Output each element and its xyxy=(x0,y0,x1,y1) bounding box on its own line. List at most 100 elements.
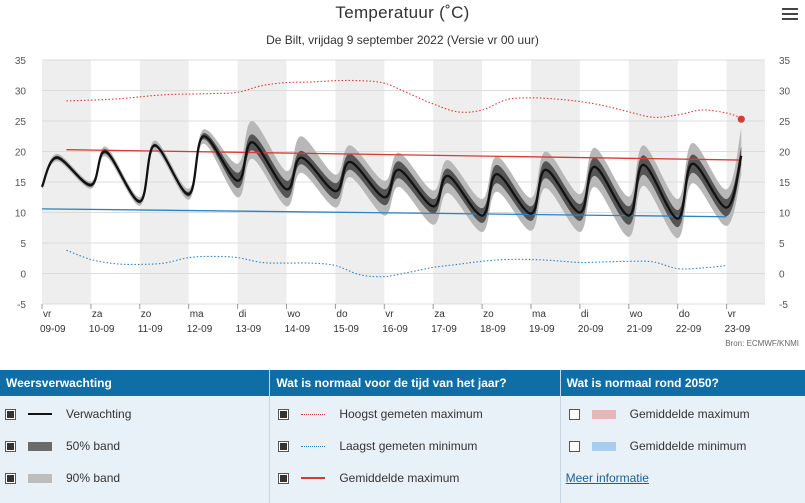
legend-col-normal: Wat is normaal voor de tijd van het jaar… xyxy=(270,370,561,503)
x-tick-date: 17-09 xyxy=(431,324,457,335)
x-tick-day: zo xyxy=(141,309,152,320)
line-swatch xyxy=(301,477,326,479)
x-tick-date: 19-09 xyxy=(529,324,555,335)
line-swatch xyxy=(301,445,326,447)
y-tick-label: -5 xyxy=(17,300,26,311)
x-tick-day: zo xyxy=(483,309,494,320)
legend-label: 90% band xyxy=(66,471,121,485)
legend-label: Gemiddelde minimum xyxy=(629,439,747,453)
legend-item-laagst[interactable]: Laagst gemeten minimum xyxy=(278,436,477,456)
y-tick-label: 15 xyxy=(15,178,27,189)
chart-plot: -5 0 5 10 15 20 25 30 35 -5 0 5 10 15 20 25 30 35 vr 09-0… xyxy=(15,56,791,335)
band-swatch xyxy=(28,473,52,483)
legend-label: Laagst gemeten minimum xyxy=(339,439,478,453)
band-swatch xyxy=(591,441,616,451)
legend-col-future: Wat is normaal rond 2050? Gemiddelde max… xyxy=(560,370,805,503)
y-tick-label: 30 xyxy=(15,87,27,98)
y-tick-label: 20 xyxy=(15,148,27,159)
line-gemiddelde-maximum xyxy=(66,149,742,161)
legend-item-gem-max[interactable]: Gemiddelde maximum xyxy=(278,468,459,488)
y-tick-label: 5 xyxy=(779,239,785,250)
legend-header-normal: Wat is normaal voor de tijd van het jaar… xyxy=(270,370,560,396)
legend-item-hoogst[interactable]: Hoogst gemeten maximum xyxy=(278,404,483,424)
y-axis-left: -5 0 5 10 15 20 25 30 35 xyxy=(15,56,27,311)
x-tick-date: 22-09 xyxy=(676,324,702,335)
source-label: Bron: ECMWF/KNMI xyxy=(725,339,799,348)
x-tick-day: vr xyxy=(385,309,394,320)
line-laagst-gemeten-minimum xyxy=(66,249,727,278)
x-tick-date: 18-09 xyxy=(480,324,506,335)
band-swatch xyxy=(28,441,52,451)
x-tick-date: 10-09 xyxy=(89,324,115,335)
checkbox-50-band[interactable] xyxy=(5,440,16,452)
y-tick-label: 0 xyxy=(779,270,785,281)
y-tick-label: 10 xyxy=(779,209,791,220)
chart-series xyxy=(40,79,745,278)
y-tick-label: 5 xyxy=(20,239,26,250)
legend-panel: Weersverwachting Verwachting 50% band 90… xyxy=(0,370,805,503)
x-tick-day: di xyxy=(239,309,247,320)
x-tick-date: 21-09 xyxy=(627,324,653,335)
legend-header-forecast: Weersverwachting xyxy=(0,370,270,396)
x-axis: vr 09-09 za 10-09 zo 11-09 ma 12-09 di 13-09 wo 14-… xyxy=(40,304,751,335)
y-tick-label: 0 xyxy=(20,270,26,281)
legend-item-verwachting[interactable]: Verwachting xyxy=(5,404,131,424)
x-tick-date: 20-09 xyxy=(578,324,604,335)
x-tick-date: 11-09 xyxy=(138,324,163,335)
x-tick-day: di xyxy=(581,309,589,320)
x-tick-date: 09-09 xyxy=(40,324,66,335)
legend-label: Gemiddelde maximum xyxy=(629,407,750,421)
meer-informatie-link[interactable]: Meer informatie xyxy=(566,468,649,488)
checkbox-2050-max[interactable] xyxy=(568,408,580,420)
x-tick-day: vr xyxy=(728,309,737,320)
checkbox-2050-min[interactable] xyxy=(568,440,580,452)
y-tick-label: 25 xyxy=(15,117,27,128)
x-tick-day: do xyxy=(336,309,348,320)
band-swatch xyxy=(591,409,616,419)
line-hoogst-gemeten-maximum xyxy=(66,79,742,119)
legend-label: 50% band xyxy=(66,439,121,453)
legend-item-2050-min[interactable]: Gemiddelde minimum xyxy=(568,436,747,456)
y-tick-label: 10 xyxy=(15,209,27,220)
y-tick-label: 15 xyxy=(779,178,791,189)
x-tick-date: 16-09 xyxy=(382,324,408,335)
y-tick-label: 25 xyxy=(779,117,791,128)
legend-header-future: Wat is normaal rond 2050? xyxy=(560,370,805,396)
legend-item-2050-max[interactable]: Gemiddelde maximum xyxy=(568,404,750,424)
x-tick-day: wo xyxy=(629,309,643,320)
end-marker xyxy=(737,115,745,123)
x-tick-date: 23-09 xyxy=(725,324,751,335)
checkbox-gem-max[interactable] xyxy=(278,472,290,484)
y-tick-label: 30 xyxy=(779,87,791,98)
x-tick-day: vr xyxy=(43,309,52,320)
x-tick-date: 12-09 xyxy=(187,324,213,335)
x-tick-day: za xyxy=(434,309,445,320)
y-axis-right: -5 0 5 10 15 20 25 30 35 xyxy=(779,56,791,311)
y-tick-label: 35 xyxy=(779,56,791,67)
checkbox-hoogst[interactable] xyxy=(278,408,290,420)
legend-label: Hoogst gemeten maximum xyxy=(339,407,483,421)
y-tick-label: 20 xyxy=(779,148,791,159)
y-tick-label: -5 xyxy=(779,300,788,311)
x-tick-day: do xyxy=(679,309,691,320)
checkbox-verwachting[interactable] xyxy=(5,408,16,420)
legend-col-forecast: Weersverwachting Verwachting 50% band 90… xyxy=(0,370,271,503)
checkbox-90-band[interactable] xyxy=(5,472,16,484)
x-tick-day: wo xyxy=(287,309,301,320)
checkbox-laagst[interactable] xyxy=(278,440,290,452)
x-tick-day: ma xyxy=(190,309,204,320)
legend-label: Verwachting xyxy=(66,407,132,421)
x-tick-day: ma xyxy=(532,309,546,320)
x-tick-date: 14-09 xyxy=(285,324,311,335)
meer-informatie-text[interactable]: Meer informatie xyxy=(565,471,649,485)
line-gemiddelde-minimum xyxy=(41,208,727,218)
hamburger-menu-icon[interactable] xyxy=(782,8,798,22)
line-verwachting xyxy=(40,135,743,220)
x-tick-date: 15-09 xyxy=(333,324,359,335)
y-tick-label: 35 xyxy=(15,56,27,67)
line-swatch xyxy=(28,413,52,415)
legend-item-50-band[interactable]: 50% band xyxy=(5,436,120,456)
legend-item-90-band[interactable]: 90% band xyxy=(5,468,120,488)
x-tick-day: za xyxy=(92,309,103,320)
x-tick-date: 13-09 xyxy=(236,324,262,335)
